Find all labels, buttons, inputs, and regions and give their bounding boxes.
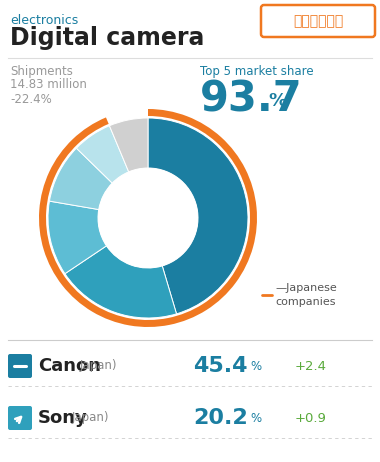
Text: +0.9: +0.9 — [295, 412, 327, 425]
Wedge shape — [48, 201, 106, 274]
FancyBboxPatch shape — [8, 406, 32, 430]
Text: Shipments: Shipments — [10, 65, 73, 78]
Wedge shape — [76, 126, 129, 183]
Text: Top 5 market share: Top 5 market share — [200, 65, 314, 78]
Text: %: % — [250, 412, 261, 425]
Text: 93.7: 93.7 — [200, 78, 303, 120]
Text: Sony: Sony — [38, 409, 88, 427]
Text: -22.4%: -22.4% — [10, 93, 52, 106]
FancyBboxPatch shape — [8, 354, 32, 378]
Wedge shape — [39, 109, 257, 327]
Text: 14.83 million: 14.83 million — [10, 78, 87, 91]
Text: Japan): Japan) — [79, 359, 117, 372]
Text: +2.4: +2.4 — [295, 359, 327, 372]
Text: %: % — [268, 92, 286, 110]
Wedge shape — [109, 118, 148, 172]
Text: 20.2: 20.2 — [193, 408, 248, 428]
FancyBboxPatch shape — [261, 5, 375, 37]
Text: %: % — [250, 359, 261, 372]
Text: electronics: electronics — [10, 14, 78, 27]
Wedge shape — [49, 148, 112, 210]
Wedge shape — [65, 246, 176, 318]
Text: Japan): Japan) — [71, 412, 109, 425]
Wedge shape — [148, 118, 248, 314]
Text: 日本がトップ: 日本がトップ — [293, 14, 343, 28]
Text: —Japanese
companies: —Japanese companies — [275, 283, 337, 307]
Text: 45.4: 45.4 — [193, 356, 248, 376]
Text: Digital camera: Digital camera — [10, 26, 204, 50]
Text: Canon: Canon — [38, 357, 101, 375]
Circle shape — [98, 168, 198, 268]
